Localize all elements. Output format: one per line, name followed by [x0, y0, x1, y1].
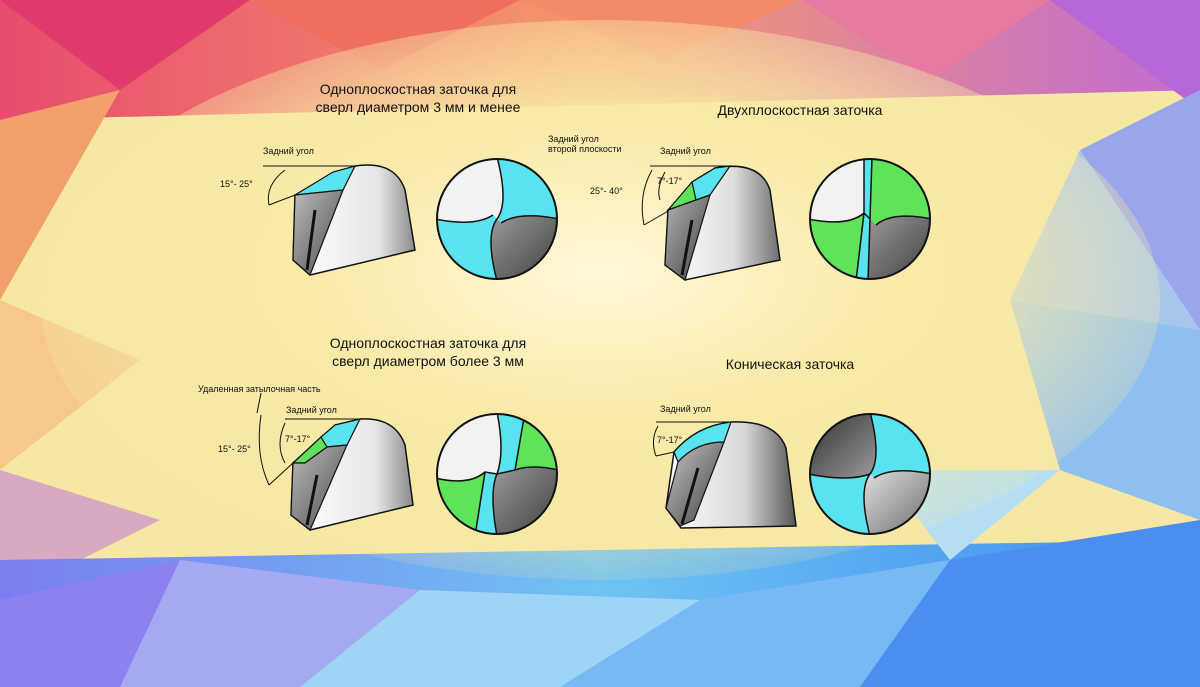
drill-side-view	[641, 165, 781, 281]
guide-line	[268, 462, 294, 486]
guide-line	[268, 194, 296, 206]
drill-side-view	[263, 164, 416, 277]
angle-range-label: 7°-17°	[657, 435, 683, 445]
panel-title: Коническая заточка	[725, 356, 855, 372]
title-line: Одноплоскостная заточка для	[319, 81, 517, 97]
angle-arc	[652, 425, 659, 457]
cyan-facet	[691, 165, 732, 201]
removed-part-label: Удаленная затылочная часть	[198, 384, 321, 394]
back-angle-label: Задний угол	[660, 146, 711, 156]
angle-range-inner-label: 7°-17°	[285, 434, 311, 444]
flute	[665, 441, 725, 527]
angle-arc	[658, 171, 666, 201]
panel-title: Одноплоскостная заточка для сверл диамет…	[278, 334, 578, 370]
flute	[292, 189, 344, 277]
angle-range-label: 15°- 25°	[220, 179, 253, 189]
guide-line	[655, 451, 675, 457]
drill-end-view	[436, 413, 558, 535]
guide-line	[256, 392, 262, 414]
angle-arc	[258, 414, 270, 486]
panel-title: Двухплоскостная заточка	[717, 102, 883, 118]
title-line: сверл диаметром 3 мм и менее	[315, 99, 521, 115]
drill-end-view	[809, 158, 931, 280]
label-line: Задний угол	[548, 134, 599, 144]
label-line: второй плоскости	[548, 144, 622, 154]
angle-range-inner-label: 7°-17°	[657, 176, 683, 186]
angle-arc	[641, 169, 653, 226]
cyan-facet	[320, 418, 362, 448]
flute-edge	[305, 474, 319, 526]
flute-edge	[680, 467, 700, 525]
drill-end-view	[809, 413, 931, 535]
back-angle-label: Задний угол	[263, 146, 314, 156]
back-angle-label: Задний угол	[660, 404, 711, 414]
title-line: сверл диаметром более 3 мм	[332, 353, 524, 369]
drill-end-view	[436, 158, 558, 280]
angle-arc	[267, 169, 286, 206]
angle-arc	[279, 422, 286, 464]
flute	[290, 444, 348, 531]
back-angle-label: Задний угол	[286, 405, 337, 415]
angle-range-outer-label: 15°- 25°	[218, 444, 251, 454]
title-line: Одноплоскостная заточка для	[329, 335, 527, 351]
guide-line	[643, 209, 671, 226]
flute-edge	[680, 219, 694, 276]
angle-range-outer-label: 25°- 40°	[590, 186, 623, 196]
panel-title: Одноплоскостная заточка для сверл диамет…	[268, 80, 568, 116]
drill-side-view	[256, 392, 414, 531]
second-plane-angle-label: Задний угол второй плоскости	[548, 134, 622, 154]
flute-edge	[305, 209, 317, 271]
drill-side-view	[652, 421, 797, 529]
